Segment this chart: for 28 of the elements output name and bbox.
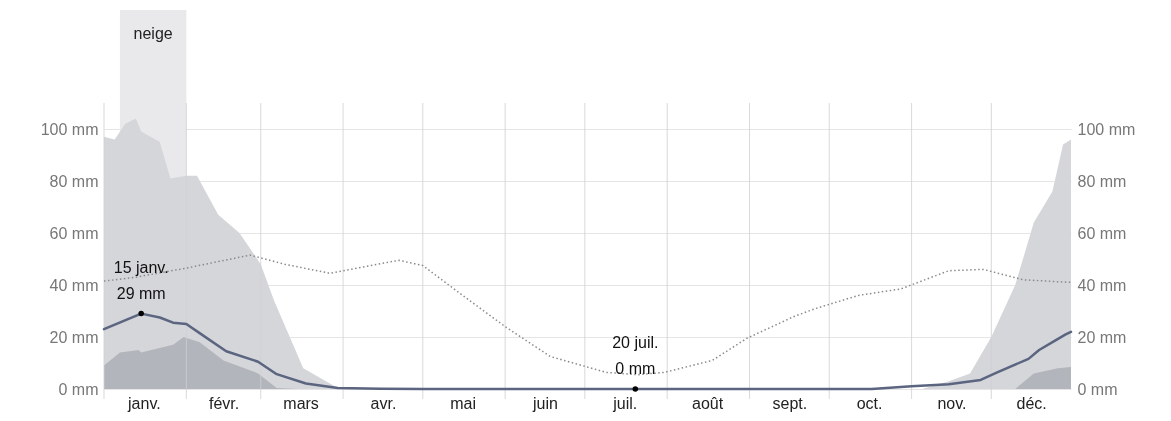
x-tick-label: oct. <box>856 394 883 412</box>
y-tick-label: 0 mm <box>58 380 99 398</box>
x-tick-label: sept. <box>772 394 808 412</box>
y2-tick-label: 80 mm <box>1077 172 1127 190</box>
y-tick-label: 80 mm <box>49 172 99 190</box>
y2-tick-label: 100 mm <box>1077 120 1136 138</box>
y2-tick-label: 60 mm <box>1077 224 1127 242</box>
x-tick-label: juil. <box>612 394 638 412</box>
x-tick-label: août <box>691 394 724 412</box>
x-tick-label: févr. <box>208 394 240 412</box>
x-tick-label: nov. <box>937 394 967 412</box>
line-series <box>102 312 1073 391</box>
x-tick-label: mars <box>283 394 319 412</box>
x-tick-label: janv. <box>127 394 161 412</box>
y-tick-label: 20 mm <box>49 328 99 346</box>
y2-tick-label: 0 mm <box>1077 380 1118 398</box>
annotation: 20 juil. 0 mm <box>612 334 659 377</box>
y-tick-label: 60 mm <box>49 224 99 242</box>
x-tick-label: avr. <box>370 394 397 412</box>
y2-tick-label: 40 mm <box>1077 276 1127 294</box>
band-label: neige <box>133 25 173 42</box>
annotation: 15 janv. 29 mm <box>113 258 169 302</box>
x-tick-label: juin <box>532 394 558 412</box>
y2-tick-label: 20 mm <box>1077 328 1127 346</box>
x-tick-label: déc. <box>1016 394 1047 412</box>
x-tick-label: mai <box>450 394 477 412</box>
y-tick-label: 40 mm <box>49 276 99 294</box>
y-tick-label: 100 mm <box>40 120 99 138</box>
